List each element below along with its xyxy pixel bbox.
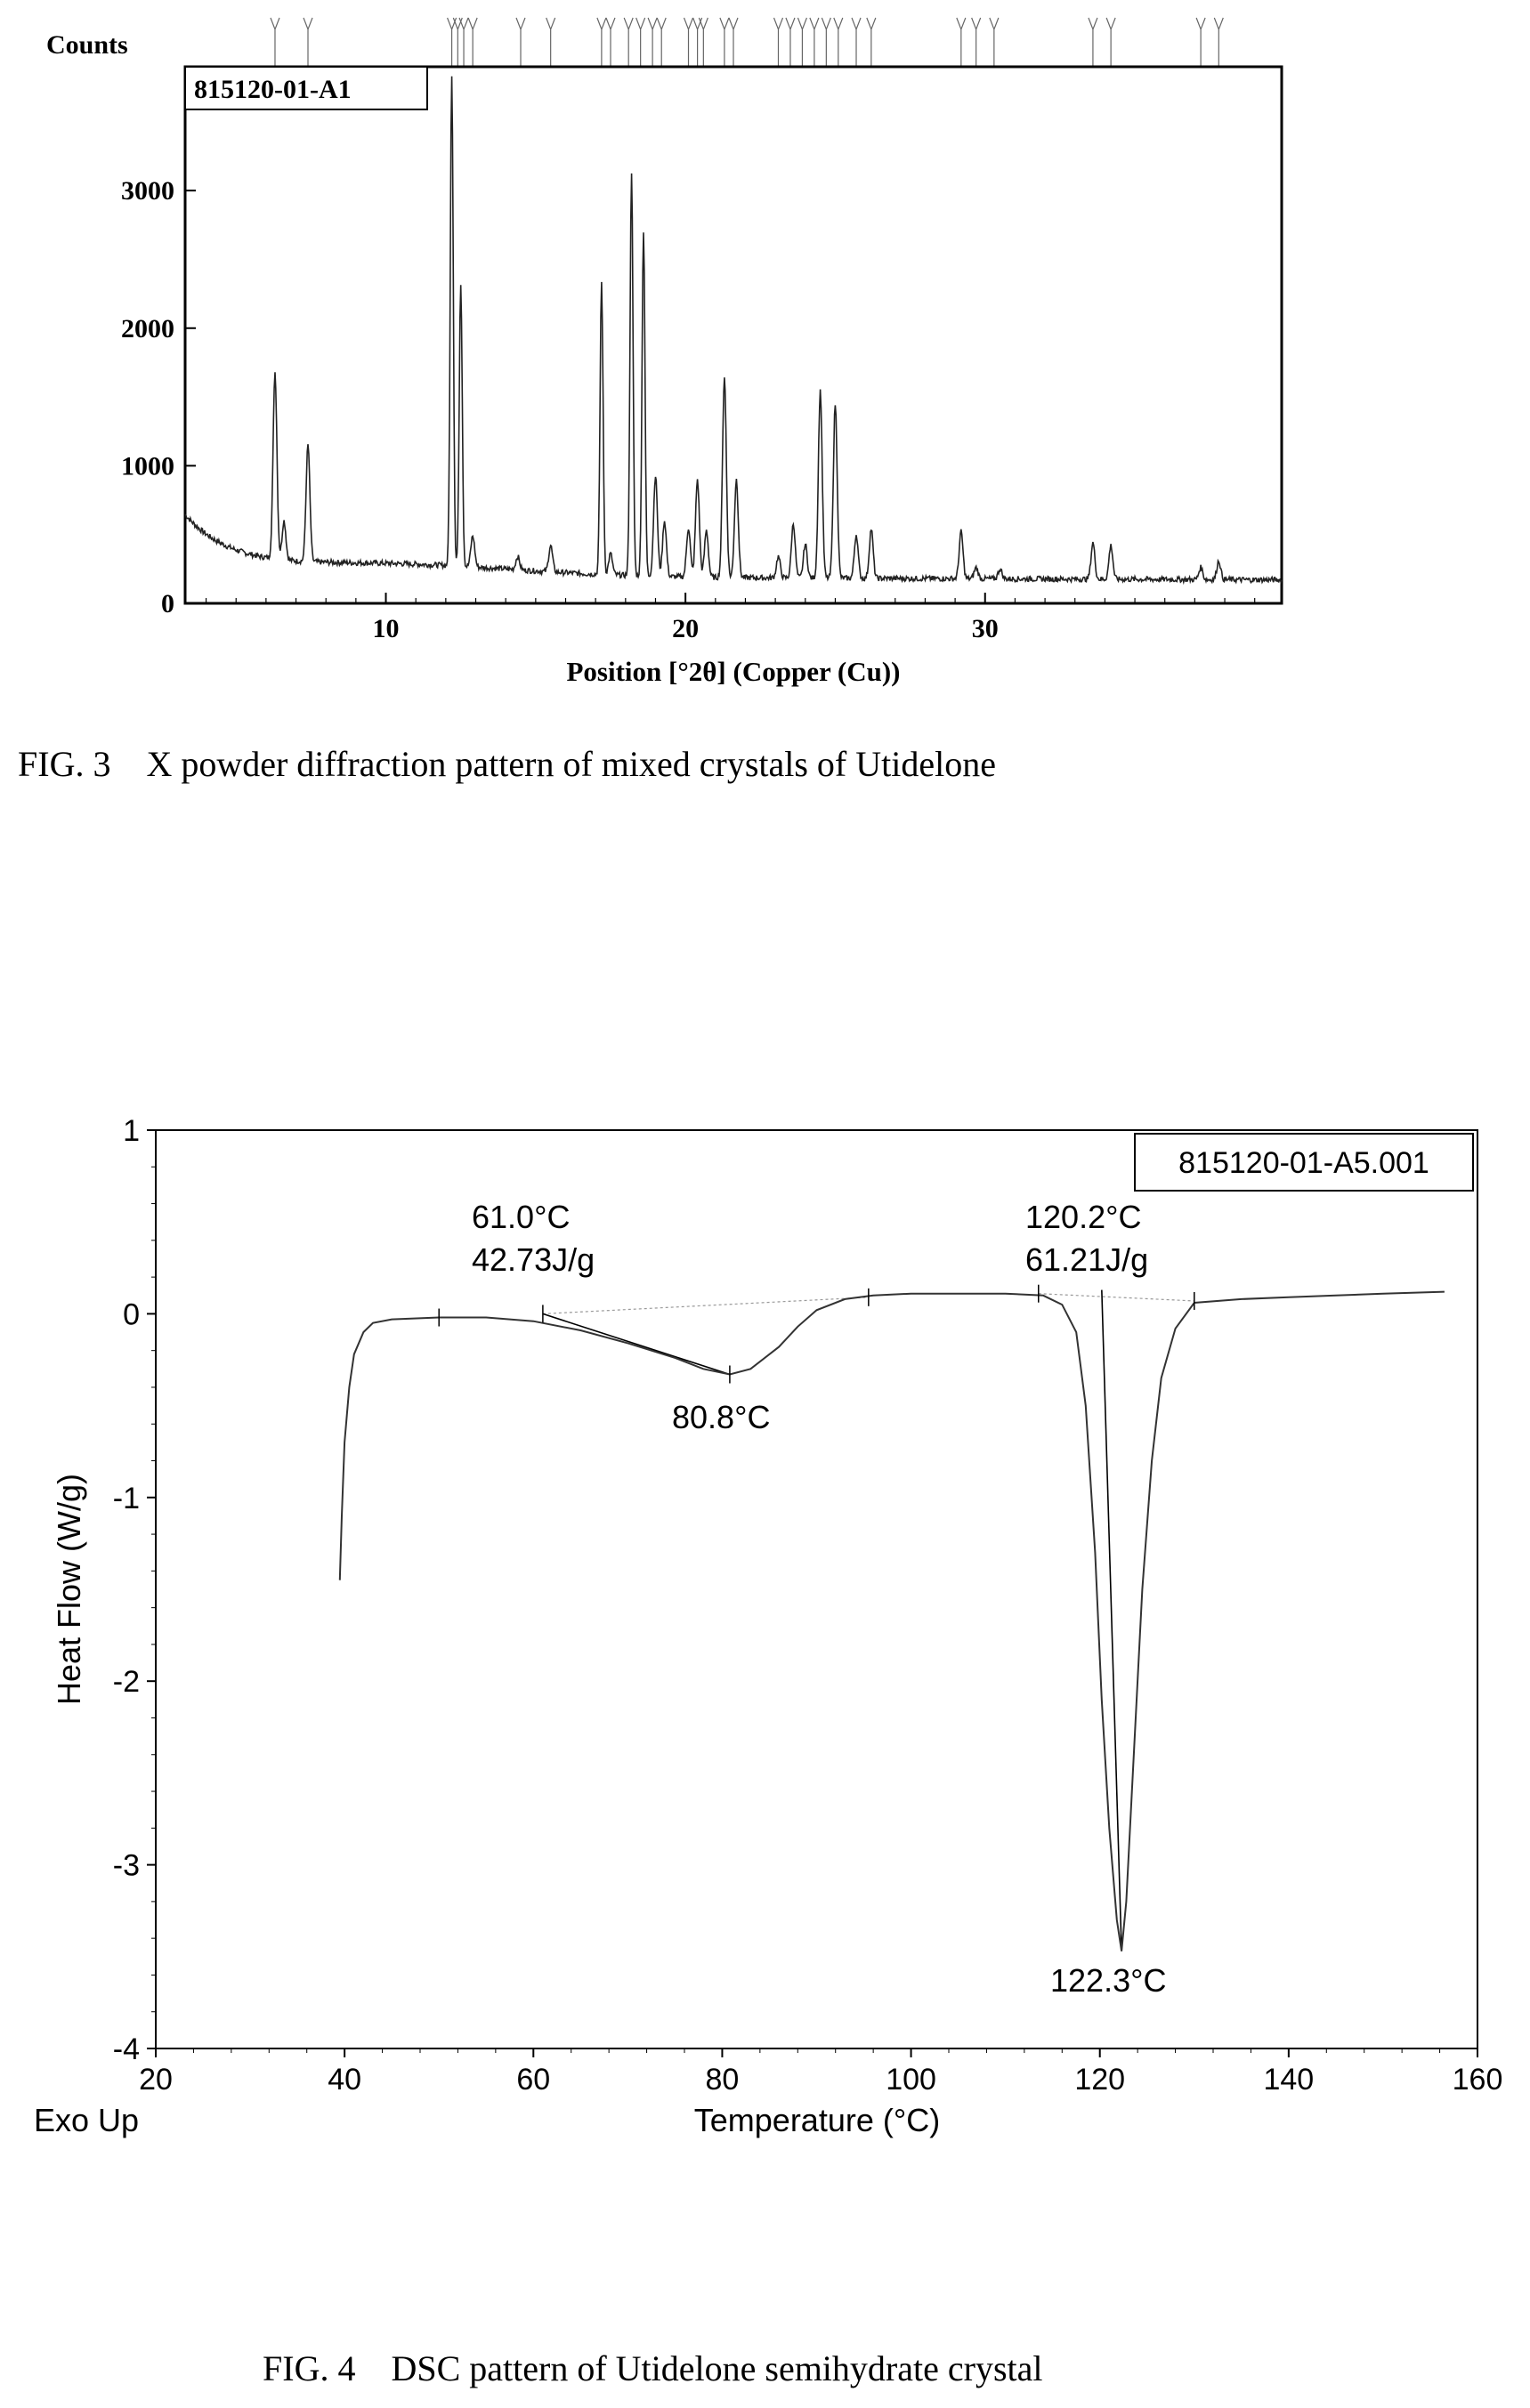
y-tick-label: -2 [113, 1665, 140, 1699]
x-tick-label: 140 [1263, 2063, 1314, 2097]
annotation-peak-2-temp: 122.3°C [1050, 1962, 1166, 1999]
y-ticks: 1 0 -1 -2 -3 -4 [113, 1114, 156, 2066]
x-axis-label: Position [°2θ] (Copper (Cu)) [566, 656, 900, 687]
y-tick-label: 0 [161, 589, 174, 618]
reference-marker [698, 17, 708, 67]
y-ticks: 0 1000 2000 3000 [121, 176, 196, 618]
reference-marker [1195, 17, 1206, 67]
annotation-onset-2-enthalpy: 61.21J/g [1025, 1241, 1148, 1278]
reference-marker [1105, 17, 1116, 67]
sample-label-box [1134, 1133, 1474, 1192]
x-ticks: 10 20 30 [205, 593, 1256, 643]
diffraction-pattern-line [184, 76, 1283, 586]
annotation-onset-2-temp: 120.2°C [1025, 1199, 1141, 1235]
x-tick-label: 120 [1074, 2063, 1125, 2097]
reference-marker [596, 17, 607, 67]
reference-marker [866, 17, 877, 67]
x-tick-label: 160 [1453, 2063, 1503, 2097]
sample-label: 815120-01-A1 [194, 75, 352, 104]
reference-marker [303, 17, 313, 67]
x-tick-label: 100 [886, 2063, 936, 2097]
reference-marker [809, 17, 820, 67]
reference-marker [605, 17, 616, 67]
annotation-onset-1-enthalpy: 42.73J/g [472, 1241, 595, 1278]
y-tick-label: -1 [113, 1482, 140, 1515]
reference-marker [971, 17, 982, 67]
y-axis-label: Heat Flow (W/g) [51, 1474, 87, 1705]
x-tick-label: 20 [672, 614, 699, 643]
figure-4-caption: FIG. 4 DSC pattern of Utidelone semihydr… [263, 2348, 1043, 2388]
reference-marker [728, 17, 739, 67]
reference-marker [635, 17, 646, 67]
x-tick-label: 10 [373, 614, 400, 643]
onset-tangent-1 [542, 1313, 731, 1376]
y-tick-label: 1000 [121, 451, 174, 481]
sample-label: 815120-01-A5.001 [1178, 1146, 1429, 1180]
reference-marker [719, 17, 730, 67]
integration-baseline [542, 1293, 1194, 1314]
reference-marker [656, 17, 667, 67]
xrd-chart: Counts 815120-01-A1 0 1000 2000 3000 10 20 30… [46, 17, 1283, 687]
reference-marker [773, 17, 784, 67]
reference-marker [683, 17, 694, 67]
x-ticks: 20 40 60 80 100 120 140 160 [139, 2048, 1502, 2097]
annotation-onset-1-temp: 61.0°C [472, 1199, 570, 1235]
x-tick-label: 60 [516, 2063, 550, 2097]
y-axis-label: Counts [46, 30, 128, 60]
x-tick-label: 40 [328, 2063, 361, 2097]
x-tick-label: 20 [139, 2063, 173, 2097]
reference-marker [833, 17, 844, 67]
figure-3-caption: FIG. 3 X powder diffraction pattern of m… [18, 744, 996, 784]
reference-marker [467, 17, 478, 67]
y-tick-label: 1 [123, 1114, 140, 1148]
reference-marker [797, 17, 807, 67]
reference-marker [647, 17, 658, 67]
reference-peak-markers [270, 17, 1224, 67]
sample-label-box [184, 66, 428, 110]
onset-tangent-2 [1101, 1289, 1122, 1951]
y-tick-label: 3000 [121, 176, 174, 206]
integration-limit-marks [438, 1284, 1195, 1384]
y-tick-label: -4 [113, 2032, 140, 2066]
x-axis-label: Temperature (°C) [694, 2102, 940, 2138]
y-tick-label: 0 [123, 1297, 140, 1331]
plot-frame [155, 1129, 1478, 2049]
reference-marker [1088, 17, 1098, 67]
corner-label: Exo Up [34, 2102, 139, 2138]
reference-marker [785, 17, 796, 67]
reference-marker [1213, 17, 1224, 67]
reference-marker [821, 17, 831, 67]
reference-marker [270, 17, 280, 67]
reference-marker [623, 17, 634, 67]
annotation-peak-1-temp: 80.8°C [672, 1399, 770, 1435]
x-tick-label: 80 [706, 2063, 740, 2097]
y-tick-label: 2000 [121, 314, 174, 343]
reference-marker [989, 17, 1000, 67]
plot-frame [183, 65, 1283, 605]
reference-marker [851, 17, 862, 67]
reference-marker [515, 17, 526, 67]
reference-marker [956, 17, 967, 67]
y-tick-label: -3 [113, 1849, 140, 1883]
reference-marker [458, 17, 469, 67]
heat-flow-line [338, 1290, 1445, 1951]
x-tick-label: 30 [972, 614, 999, 643]
reference-marker [546, 17, 556, 67]
